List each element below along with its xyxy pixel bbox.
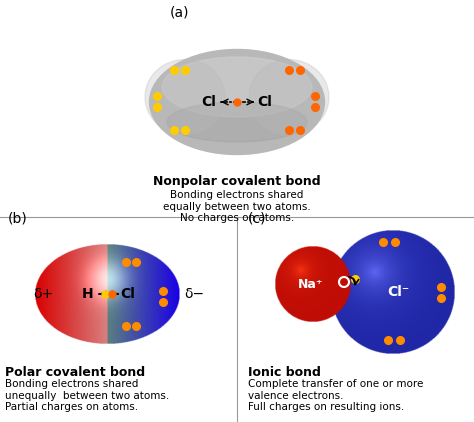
Ellipse shape	[162, 57, 312, 117]
Ellipse shape	[167, 102, 307, 142]
Ellipse shape	[149, 49, 325, 154]
Text: Complete transfer of one or more
valence electrons.
Full charges on resulting io: Complete transfer of one or more valence…	[248, 379, 423, 412]
Text: Cl: Cl	[120, 287, 136, 301]
Text: Bonding electrons shared
unequally  between two atoms.
Partial charges on atoms.: Bonding electrons shared unequally betwe…	[5, 379, 169, 412]
Ellipse shape	[145, 60, 225, 135]
Text: (b): (b)	[8, 211, 28, 225]
Text: Nonpolar covalent bond: Nonpolar covalent bond	[153, 175, 321, 188]
Text: H: H	[82, 287, 94, 301]
Text: Na⁺: Na⁺	[298, 278, 324, 290]
Text: Cl⁻: Cl⁻	[387, 285, 409, 299]
Ellipse shape	[249, 60, 329, 135]
Text: δ+: δ+	[33, 287, 53, 301]
Text: (c): (c)	[248, 211, 266, 225]
Text: Cl: Cl	[201, 95, 217, 109]
Text: Cl: Cl	[257, 95, 273, 109]
Text: (a): (a)	[170, 6, 190, 20]
Text: δ−: δ−	[184, 287, 204, 301]
Text: Polar covalent bond: Polar covalent bond	[5, 366, 145, 379]
Text: Bonding electrons shared
equally between two atoms.
No charges on atoms.: Bonding electrons shared equally between…	[163, 190, 311, 223]
Text: Ionic bond: Ionic bond	[248, 366, 321, 379]
